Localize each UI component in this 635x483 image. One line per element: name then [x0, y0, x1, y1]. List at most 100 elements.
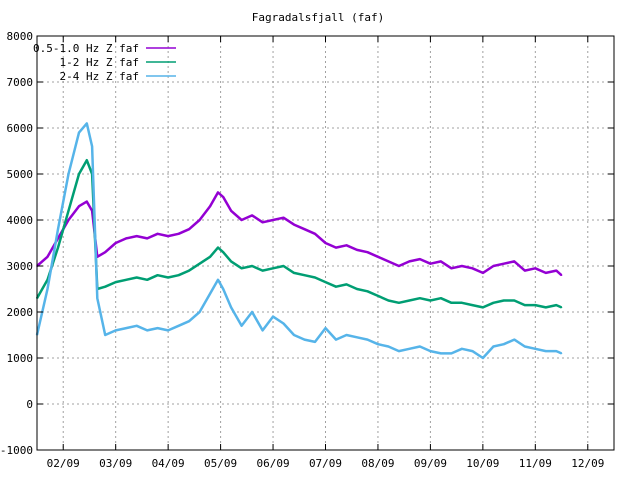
data-point — [419, 258, 421, 260]
data-point — [156, 274, 159, 277]
data-point — [366, 338, 369, 341]
x-tick-label: 09/09 — [414, 457, 447, 470]
data-point — [492, 302, 495, 304]
data-point — [387, 345, 390, 348]
x-tick-label: 03/09 — [99, 457, 132, 470]
data-point — [96, 297, 99, 300]
data-point — [461, 302, 463, 304]
data-point — [46, 255, 49, 258]
data-point — [156, 327, 159, 329]
data-point — [560, 352, 563, 355]
data-point — [114, 242, 117, 244]
data-point — [104, 251, 106, 253]
data-point — [293, 272, 295, 274]
data-point — [503, 343, 505, 346]
y-tick-label: 8000 — [7, 30, 34, 43]
data-point — [188, 269, 190, 272]
data-point — [324, 242, 327, 244]
data-point — [125, 327, 127, 329]
data-point — [492, 345, 495, 348]
data-point — [503, 262, 505, 265]
data-point — [57, 246, 59, 249]
data-point — [78, 131, 80, 134]
data-point — [240, 267, 243, 270]
data-point — [450, 267, 453, 270]
data-point — [429, 262, 432, 265]
data-point — [86, 122, 88, 125]
data-point — [217, 246, 219, 249]
data-point — [560, 306, 563, 309]
data-point — [125, 237, 127, 240]
data-point — [251, 214, 253, 217]
x-tick-label: 10/09 — [466, 457, 499, 470]
data-point — [222, 196, 224, 198]
x-tick-label: 05/09 — [204, 457, 237, 470]
data-point — [377, 343, 379, 346]
data-point — [471, 350, 474, 352]
data-point — [335, 285, 337, 288]
data-point — [209, 292, 211, 295]
data-point — [560, 274, 563, 277]
data-point — [524, 304, 526, 306]
legend-label: 1-2 Hz Z faf — [60, 56, 139, 69]
data-point — [450, 302, 453, 304]
series-lines — [35, 122, 563, 360]
data-point — [57, 228, 59, 230]
x-tick-label: 08/09 — [361, 457, 394, 470]
data-point — [545, 350, 547, 352]
data-point — [545, 272, 547, 274]
data-point — [440, 260, 442, 263]
data-point — [303, 274, 306, 277]
y-tick-label: 7000 — [7, 76, 34, 89]
data-point — [230, 260, 232, 263]
data-point — [177, 274, 180, 277]
data-point — [345, 334, 348, 336]
data-point — [293, 334, 295, 336]
data-point — [188, 320, 190, 323]
x-tick-label: 07/09 — [309, 457, 342, 470]
legend-label: 2-4 Hz Z faf — [60, 70, 139, 83]
data-point — [209, 255, 211, 258]
y-tick-label: 5000 — [7, 168, 34, 181]
x-tick-label: 12/09 — [571, 457, 604, 470]
data-point — [513, 338, 516, 341]
data-point — [440, 297, 442, 300]
data-point — [314, 276, 316, 279]
data-point — [461, 348, 463, 350]
data-point — [86, 159, 88, 161]
data-point — [114, 281, 117, 283]
data-point — [261, 329, 264, 332]
data-point — [272, 267, 274, 270]
data-point — [398, 302, 400, 304]
data-point — [125, 279, 127, 281]
data-point — [534, 267, 537, 270]
grid — [37, 36, 614, 450]
series-line-2 — [35, 158, 563, 309]
data-point — [167, 329, 169, 332]
data-point — [282, 216, 285, 219]
data-point — [335, 338, 337, 341]
data-point — [293, 223, 295, 226]
legend-label: 0.5-1.0 Hz Z faf — [33, 42, 139, 55]
data-point — [261, 221, 264, 224]
data-point — [78, 173, 80, 175]
data-point — [67, 210, 70, 212]
data-point — [419, 297, 421, 300]
data-point — [524, 345, 526, 348]
data-point — [345, 244, 348, 247]
data-point — [450, 352, 453, 355]
data-point — [440, 352, 442, 355]
data-point — [86, 200, 88, 203]
data-point — [471, 267, 474, 270]
data-point — [261, 269, 264, 272]
data-point — [429, 350, 432, 352]
data-point — [104, 285, 106, 288]
y-tick-label: -1000 — [0, 444, 33, 457]
data-point — [146, 279, 148, 281]
data-point — [135, 276, 138, 279]
data-point — [303, 228, 306, 230]
data-point — [482, 357, 484, 359]
data-point — [471, 304, 474, 306]
data-point — [366, 290, 369, 293]
data-point — [482, 272, 484, 274]
